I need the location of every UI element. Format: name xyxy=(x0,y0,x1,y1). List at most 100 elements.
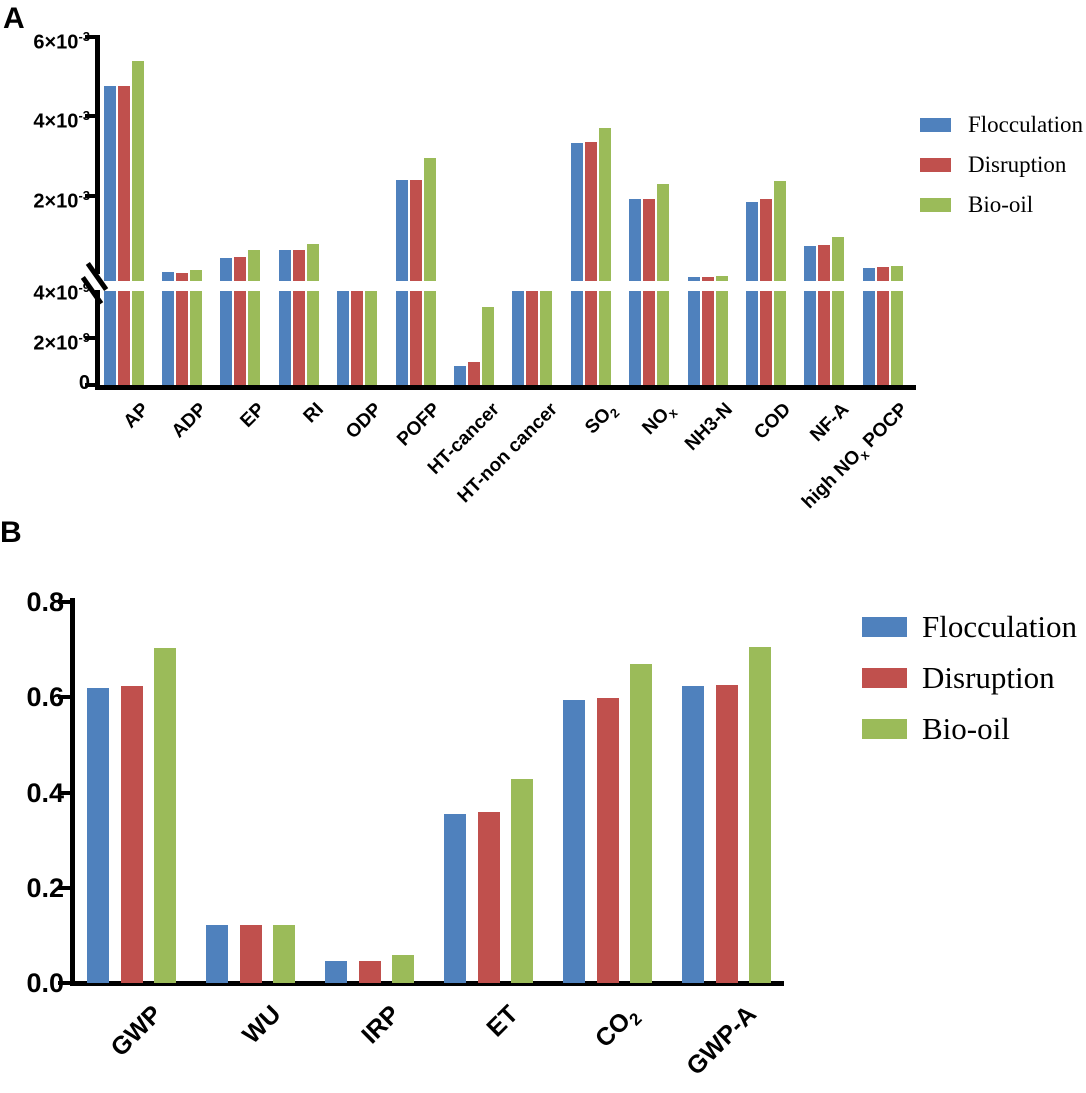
bar-upper-bio-oil-ri xyxy=(306,244,319,281)
bar-lower-flocculation-ht-cancer xyxy=(453,366,466,385)
bar-upper-disruption-cod xyxy=(759,198,772,281)
bar-bio-oil-co-2 xyxy=(629,664,652,983)
y-tick xyxy=(85,336,95,340)
bar-disruption-co-2 xyxy=(596,697,619,983)
bar-upper-flocculation-ep xyxy=(220,257,233,281)
bar-upper-flocculation-no-x xyxy=(629,199,642,281)
bar-lower-disruption-nf-a xyxy=(818,291,831,385)
legend-label-bio-oil: Bio-oil xyxy=(922,710,1010,746)
bar-upper-bio-oil-nf-a xyxy=(832,236,845,281)
bar-lower-flocculation-no-x xyxy=(629,291,642,385)
bar-lower-bio-oil-so-2 xyxy=(598,291,611,385)
bar-lower-bio-oil-ap xyxy=(131,291,144,385)
bio-oil-swatch xyxy=(920,198,951,212)
x-category-label-irp: IRP xyxy=(355,1000,406,1050)
bar-upper-flocculation-nf-a xyxy=(804,246,817,281)
bar-lower-flocculation-ep xyxy=(220,291,233,385)
bar-bio-oil-gwp xyxy=(154,648,176,983)
y-tick xyxy=(58,600,70,604)
bar-flocculation-gwp xyxy=(87,687,109,983)
y-tick-label: 6×10-3 xyxy=(33,29,90,54)
legend-label-disruption: Disruption xyxy=(968,152,1067,177)
bar-upper-disruption-adp xyxy=(175,273,188,281)
bar-lower-flocculation-ap xyxy=(103,291,116,385)
bar-bio-oil-wu xyxy=(272,924,295,983)
y-tick xyxy=(58,790,70,795)
bar-flocculation-wu xyxy=(205,925,228,983)
bar-flocculation-gwp-a xyxy=(681,686,704,983)
bar-upper-flocculation-pofp xyxy=(395,180,408,281)
y-tick xyxy=(85,35,95,39)
bar-upper-bio-oil-pofp xyxy=(423,157,436,281)
panel-b-legend: Flocculation Disruption Bio-oil xyxy=(862,601,1077,754)
bar-lower-bio-oil-cod xyxy=(773,291,786,385)
y-tick-label: 0 xyxy=(78,372,90,394)
bar-lower-flocculation-so-2 xyxy=(570,291,583,385)
bar-upper-disruption-so-2 xyxy=(584,141,597,281)
legend-label-bio-oil: Bio-oil xyxy=(968,192,1034,217)
panel-b-letter: B xyxy=(0,516,22,549)
legend-label-flocculation: Flocculation xyxy=(922,608,1077,644)
y-tick xyxy=(58,695,70,700)
panel-b-y-axis xyxy=(70,598,75,986)
bar-lower-disruption-pofp xyxy=(409,291,422,385)
y-tick xyxy=(58,885,70,890)
bar-lower-bio-oil-pofp xyxy=(423,291,436,385)
y-tick-label: 0.8 xyxy=(26,587,64,617)
legend-item-flocculation: Flocculation xyxy=(862,601,1077,652)
disruption-swatch xyxy=(920,158,951,172)
bar-upper-bio-oil-cod xyxy=(773,180,786,281)
bar-upper-bio-oil-ep xyxy=(248,249,261,281)
bar-lower-disruption-ri xyxy=(292,291,305,385)
bar-upper-flocculation-ap xyxy=(103,86,116,281)
bar-lower-bio-oil-adp xyxy=(189,291,202,385)
panel-a-letter: A xyxy=(3,2,25,35)
bar-lower-disruption-ap xyxy=(117,291,130,385)
bar-lower-flocculation-cod xyxy=(745,291,758,385)
bar-disruption-gwp-a xyxy=(715,684,738,983)
bar-lower-flocculation-ht-non-cancer xyxy=(512,291,525,385)
bar-upper-bio-oil-so-2 xyxy=(598,127,611,281)
bar-lower-disruption-cod xyxy=(759,291,772,385)
bar-lower-bio-oil-odp xyxy=(365,291,378,385)
panel-a-x-axis xyxy=(95,385,916,390)
bar-lower-flocculation-pofp xyxy=(395,291,408,385)
bar-upper-disruption-ap xyxy=(117,86,130,281)
legend-item-flocculation: Flocculation xyxy=(920,105,1083,145)
bar-lower-bio-oil-ht-non-cancer xyxy=(540,291,553,385)
bar-bio-oil-gwp-a xyxy=(748,646,771,983)
bar-upper-disruption-no-x xyxy=(643,199,656,281)
y-tick xyxy=(58,981,70,985)
bar-upper-disruption-ep xyxy=(234,257,247,281)
bar-lower-disruption-so-2 xyxy=(584,291,597,385)
panel-a-legend: Flocculation Disruption Bio-oil xyxy=(920,105,1083,225)
bar-upper-bio-oil-nh3-n xyxy=(715,275,728,281)
bar-bio-oil-irp xyxy=(391,954,414,983)
flocculation-swatch xyxy=(862,616,907,637)
bar-upper-flocculation-high-no-x-pocp xyxy=(862,267,875,281)
bar-disruption-gwp xyxy=(121,685,143,983)
y-tick-label: 4×10-3 xyxy=(33,108,90,133)
disruption-swatch xyxy=(862,667,907,688)
bar-upper-disruption-nf-a xyxy=(818,244,831,281)
bar-lower-disruption-no-x xyxy=(643,291,656,385)
legend-item-bio-oil: Bio-oil xyxy=(862,703,1077,754)
bar-lower-bio-oil-no-x xyxy=(657,291,670,385)
x-category-label-co-2: CO2 xyxy=(589,1006,646,1054)
panel-a-y-axis-lower xyxy=(95,290,100,390)
legend-item-disruption: Disruption xyxy=(862,652,1077,703)
bar-lower-flocculation-nf-a xyxy=(804,291,817,385)
bar-upper-disruption-pofp xyxy=(409,180,422,281)
bar-upper-flocculation-nh3-n xyxy=(687,277,700,281)
bar-lower-bio-oil-high-no-x-pocp xyxy=(890,291,903,385)
bar-disruption-irp xyxy=(358,961,381,983)
bar-upper-bio-oil-high-no-x-pocp xyxy=(890,265,903,281)
bar-upper-disruption-nh3-n xyxy=(701,277,714,281)
x-category-label-et: ET xyxy=(481,1000,525,1043)
bar-upper-bio-oil-ap xyxy=(131,61,144,281)
bar-bio-oil-et xyxy=(510,779,533,983)
bar-lower-flocculation-odp xyxy=(337,291,350,385)
bar-lower-bio-oil-ep xyxy=(248,291,261,385)
bar-lower-disruption-ep xyxy=(234,291,247,385)
